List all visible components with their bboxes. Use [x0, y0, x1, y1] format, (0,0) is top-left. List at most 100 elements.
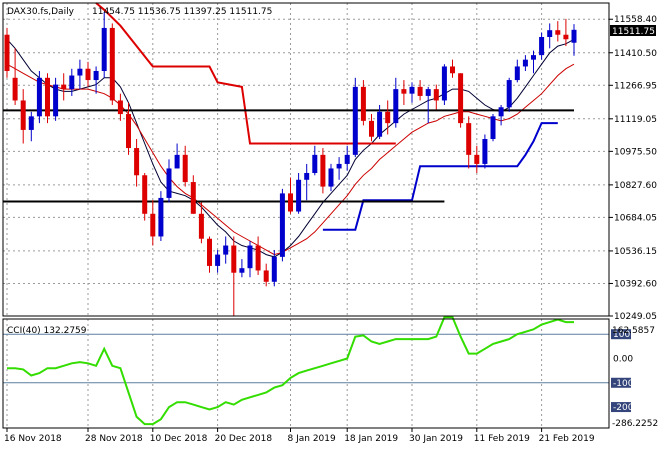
candle-body [182, 154, 188, 183]
date-tick-label: 11 Feb 2019 [474, 434, 530, 444]
price-tick-label: 10827.60 [614, 181, 657, 191]
date-tick-label: 18 Jan 2019 [344, 434, 398, 444]
main-plot-frame [2, 2, 610, 317]
candle-body [150, 213, 156, 237]
candle-body [231, 245, 237, 273]
candle-body [85, 68, 91, 81]
candle-body [328, 168, 334, 187]
cci-level-label: -100 [613, 379, 634, 389]
candle-body [20, 100, 26, 130]
candle-body [271, 256, 277, 282]
price-tick-label: 11266.95 [614, 81, 657, 91]
candle-body [377, 111, 383, 137]
candle-body [263, 270, 269, 282]
candle-body [571, 29, 577, 43]
candle-body [409, 86, 415, 94]
cci-level-tag [611, 377, 631, 388]
moving-average-line-0 [6, 38, 575, 258]
candle-body [53, 84, 59, 117]
candle-body [425, 89, 431, 96]
price-tick-label: 10684.05 [614, 213, 657, 223]
candle-body [215, 254, 221, 266]
candle-body [450, 66, 455, 74]
candle-body [514, 66, 520, 81]
candle-body [474, 154, 480, 164]
candle-body [296, 179, 302, 212]
candle-body [247, 245, 253, 269]
candle-body [417, 86, 423, 96]
price-tick-label: 11119.05 [614, 115, 657, 125]
candle-body [531, 55, 536, 60]
price-tick-label: 10249.05 [614, 312, 657, 322]
candle-body [223, 245, 229, 255]
candle-body [498, 107, 504, 117]
candle-body [117, 100, 123, 115]
candle-body [369, 120, 374, 137]
price-tick-label: 10975.50 [614, 147, 657, 157]
candle-body [522, 59, 528, 67]
cci-level-tag [611, 402, 631, 413]
candle-body [126, 114, 131, 149]
candle-body [45, 77, 50, 117]
candle-body [12, 77, 18, 101]
candle-body [77, 68, 83, 76]
candle-body [4, 34, 10, 71]
candle-body [401, 89, 407, 94]
price-tick-label: 10536.15 [614, 247, 657, 257]
candle-body [385, 111, 391, 124]
candle-body [174, 154, 180, 169]
stop-line-2 [95, 2, 396, 145]
candle-body [288, 193, 293, 212]
candle-body [433, 89, 439, 101]
ohlc-label: 11454.75 11536.75 11397.25 11511.75 [92, 7, 272, 17]
candle-body [304, 172, 310, 180]
candle-body [344, 154, 350, 164]
candle-body [255, 245, 261, 271]
cci-level-label: 100 [613, 330, 630, 340]
candle-body [36, 77, 42, 117]
cci-level-label: 0.00 [613, 354, 633, 364]
candle-body [458, 73, 464, 124]
candle-body [279, 193, 285, 257]
date-tick-label: 20 Dec 2018 [215, 434, 273, 444]
candle-body [207, 238, 212, 266]
price-tick-label: 11410.50 [614, 49, 657, 59]
date-tick-label: 28 Nov 2018 [85, 434, 143, 444]
cci-bottom-label: -286.2252 [612, 419, 658, 429]
date-tick-label: 16 Nov 2018 [4, 434, 62, 444]
symbol-label: DAX30.fs,Daily [7, 7, 75, 17]
candle-body [547, 30, 553, 37]
candle-body [539, 36, 545, 56]
candle-body [134, 148, 140, 176]
cci-title-label: CCI(40) 132.2759 [7, 326, 87, 336]
price-tick-label: 11558.40 [614, 15, 657, 25]
candle-body [466, 123, 472, 155]
candle-body [336, 163, 342, 169]
moving-average-line-1 [6, 63, 575, 256]
candle-body [482, 138, 488, 164]
indicator-plot-frame [2, 318, 610, 429]
date-tick-label: 21 Feb 2019 [539, 434, 595, 444]
current-price-tag [610, 25, 656, 36]
candle-body [69, 75, 75, 90]
candle-body [360, 86, 366, 121]
candle-body [190, 182, 196, 214]
candle-body [109, 27, 115, 101]
candle-body [490, 116, 496, 139]
candle-body [142, 175, 148, 214]
candle-body [312, 154, 318, 173]
date-tick-label: 8 Jan 2019 [288, 434, 336, 444]
candle-body [28, 116, 34, 130]
candle-body [61, 84, 67, 90]
cci-line [7, 316, 574, 426]
date-tick-label: 30 Jan 2019 [409, 434, 463, 444]
candle-body [166, 168, 172, 198]
candle-body [239, 268, 245, 273]
candle-body [506, 80, 512, 108]
price-tick-label: 10392.60 [614, 279, 657, 289]
candle-body [320, 154, 326, 187]
current-price-label: 11511.75 [612, 27, 655, 37]
cci-current-label: 162.5857 [612, 326, 655, 336]
candle-body [352, 86, 358, 155]
